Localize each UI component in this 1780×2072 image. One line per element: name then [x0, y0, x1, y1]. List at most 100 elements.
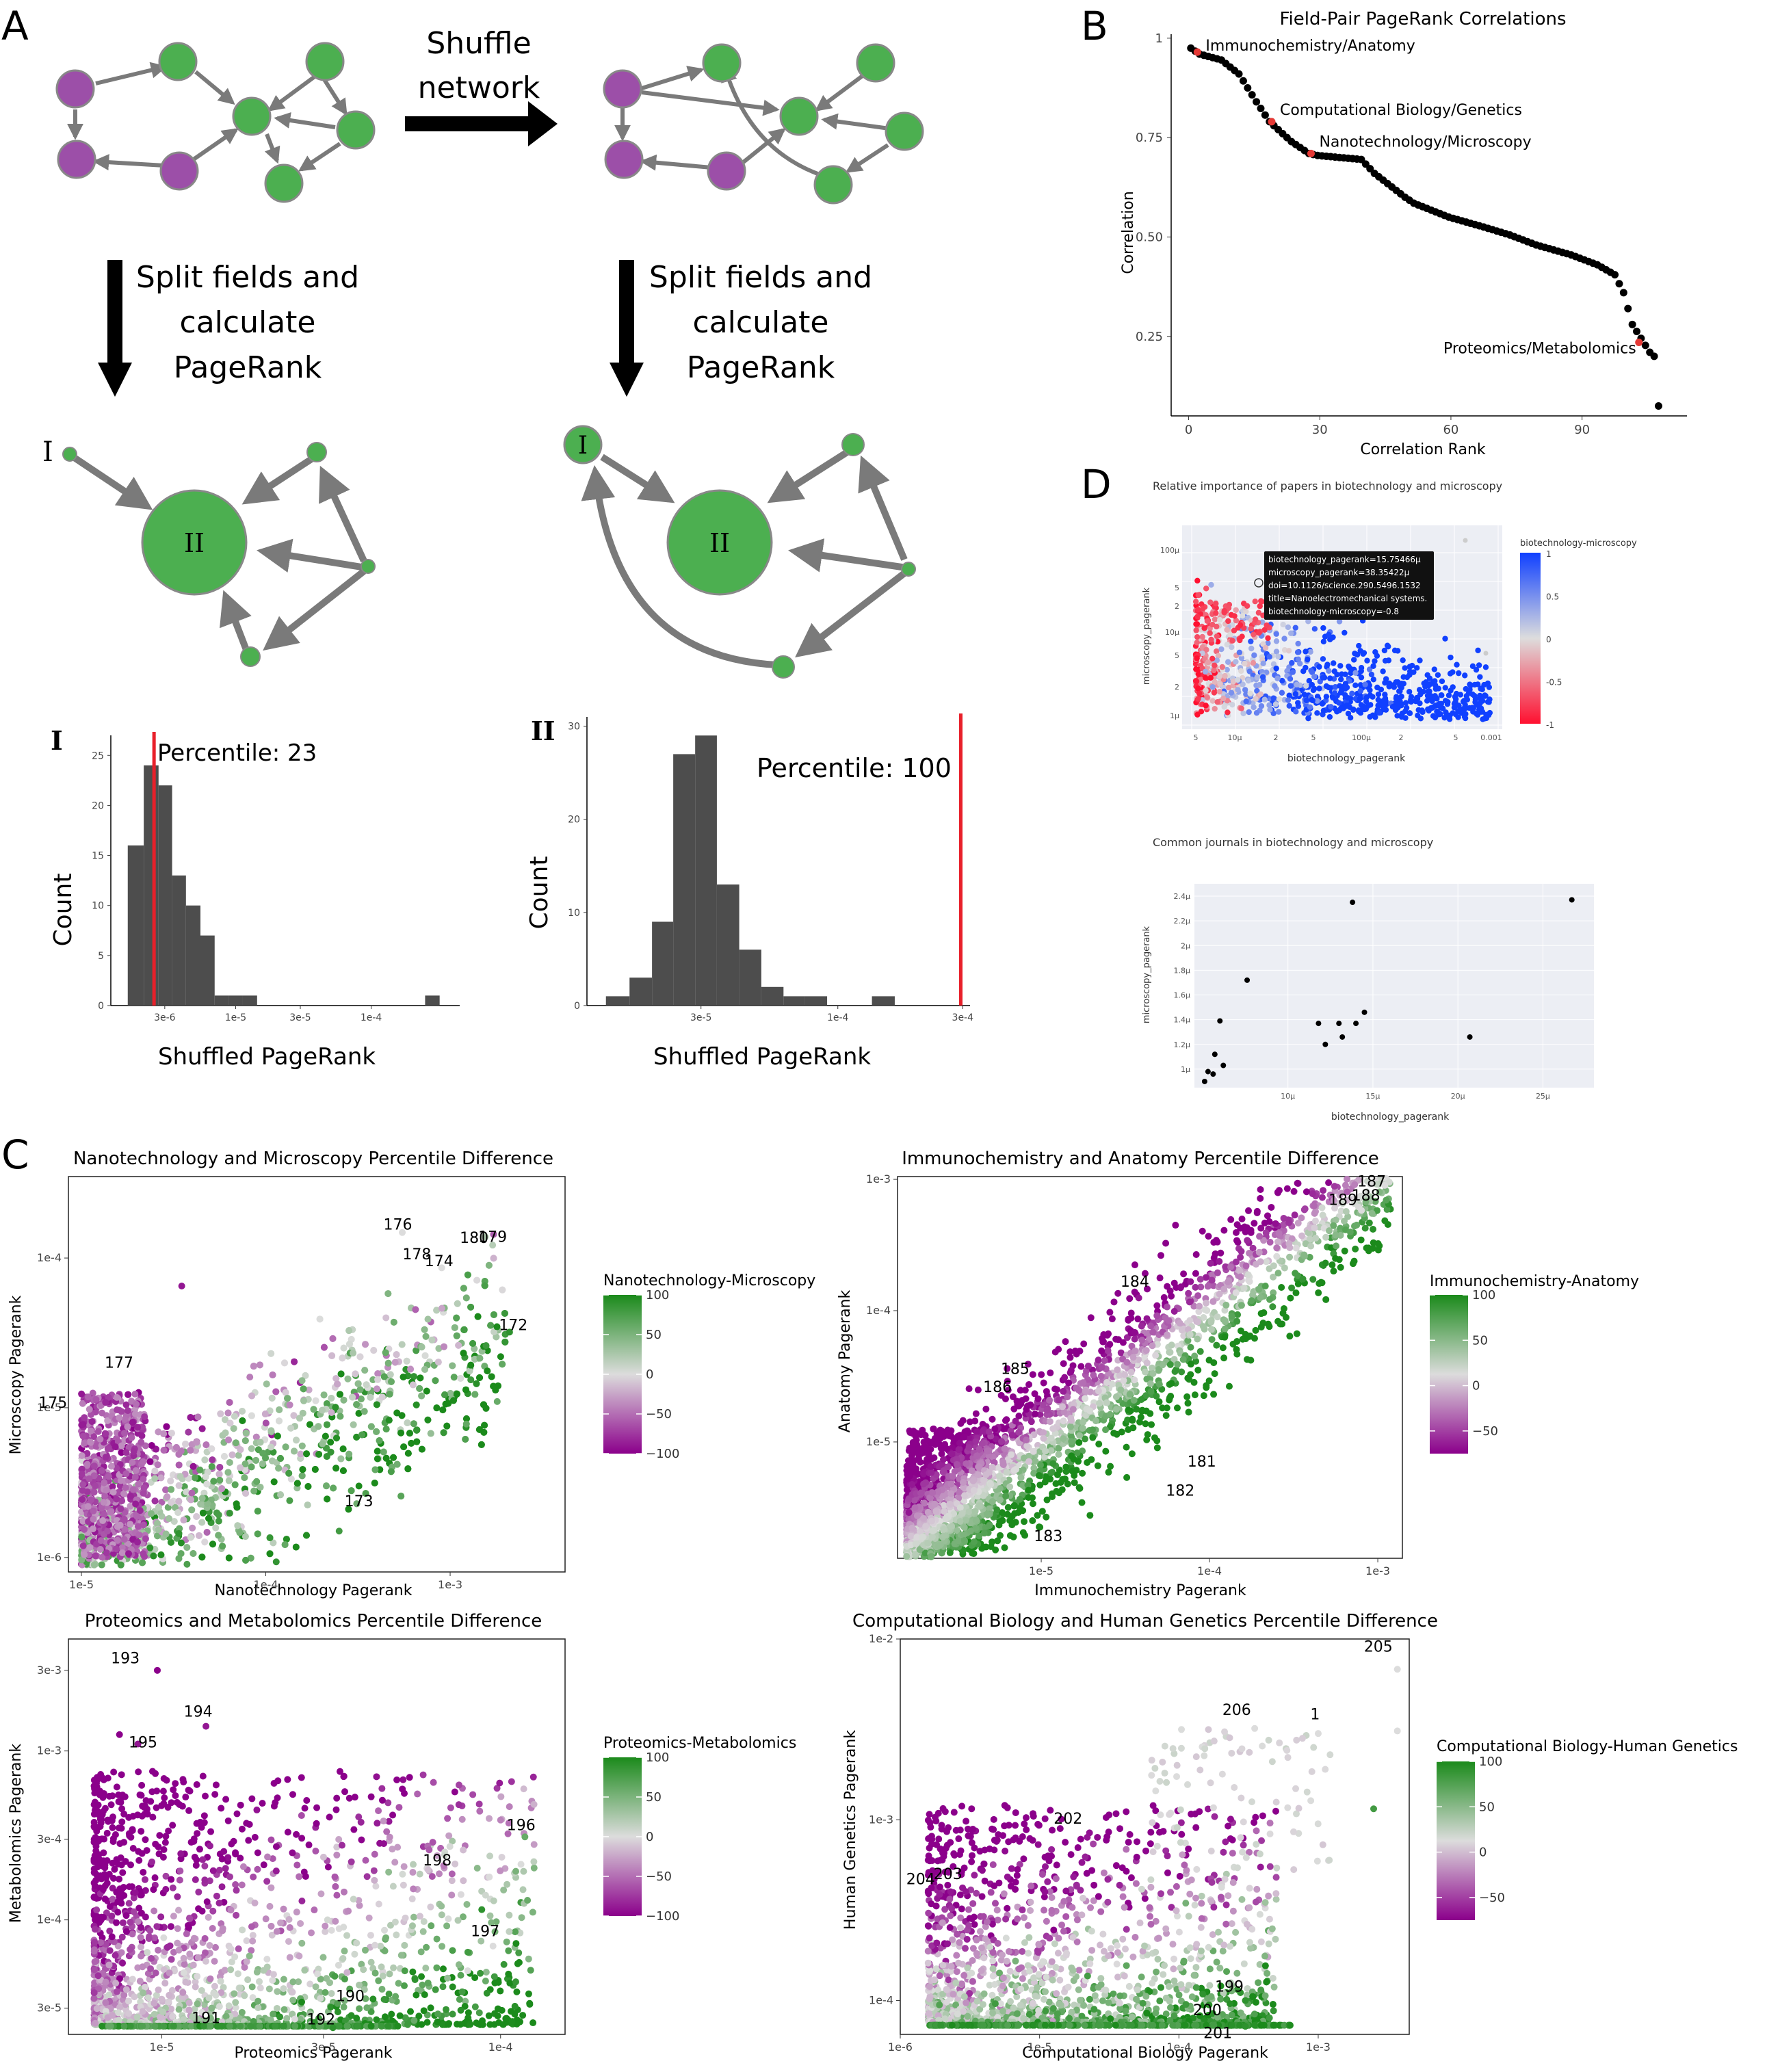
paper-point: [1295, 700, 1301, 706]
paper-point: [413, 1401, 420, 1408]
paper-point: [1452, 694, 1458, 700]
paper-point: [453, 1332, 460, 1339]
paper-point: [400, 1373, 407, 1380]
paper-point: [499, 1286, 506, 1294]
y-tick-label: 0.75: [1136, 131, 1163, 145]
paper-point: [208, 1445, 215, 1452]
paper-point: [1195, 607, 1201, 613]
paper-point: [1463, 711, 1469, 717]
edge: [95, 62, 168, 86]
paper-point: [490, 1382, 497, 1390]
paper-point: [1203, 674, 1209, 681]
paper-point: [487, 1322, 495, 1329]
paper-point: [1255, 609, 1262, 616]
paper-point: [225, 1436, 233, 1443]
paper-point: [371, 1466, 379, 1473]
paper-point: [454, 1300, 461, 1307]
paper-point: [1219, 664, 1225, 670]
paper-point: [175, 1461, 183, 1469]
paper-point: [335, 1527, 343, 1535]
paper-point: [1365, 703, 1371, 709]
paper-point: [293, 1480, 301, 1487]
paper-point: [155, 1526, 162, 1534]
paper-point: [1477, 674, 1483, 680]
paper-point: [490, 1311, 497, 1318]
paper-point: [1336, 700, 1342, 706]
purple-node: [707, 151, 746, 191]
paper-point: [232, 1439, 239, 1447]
paper-point: [1450, 684, 1456, 690]
paper-point: [1330, 634, 1336, 640]
paper-point: [269, 1371, 276, 1378]
paper-point: [131, 1390, 139, 1398]
paper-point: [1199, 633, 1205, 640]
paper-point: [376, 1437, 383, 1444]
paper-point: [1350, 657, 1357, 663]
paper-point: [473, 1276, 481, 1284]
paper-point: [1311, 685, 1318, 692]
paper-point: [1216, 673, 1222, 679]
split-label-left-1: Split fields and: [136, 260, 359, 295]
paper-point: [129, 1458, 136, 1466]
paper-point: [1436, 703, 1443, 709]
paper-point: [1334, 709, 1340, 715]
y-tick-label: 2: [1175, 602, 1179, 611]
highlighted-label: Immunochemistry/Anatomy: [1205, 38, 1415, 55]
paper-point: [1225, 659, 1231, 665]
paper-point: [1192, 599, 1199, 605]
histogram-bar: [144, 765, 159, 1006]
paper-point: [1257, 1310, 1265, 1317]
split-network-right: [563, 425, 916, 679]
paper-point: [413, 1426, 421, 1434]
paper-point: [163, 1423, 170, 1430]
paper-point: [982, 1405, 990, 1413]
paper-point: [139, 1559, 146, 1566]
point-label: 174: [425, 1253, 454, 1270]
paper-point: [474, 1313, 482, 1320]
paper-point: [203, 1528, 211, 1536]
y-tick-label: 0: [98, 1001, 104, 1012]
paper-point: [127, 1521, 134, 1528]
d2-title: Common journals in biotechnology and mic…: [1153, 836, 1433, 849]
histogram-bar: [172, 875, 186, 1006]
paper-point: [83, 1460, 91, 1468]
plot-background: [1194, 884, 1594, 1088]
paper-point: [1246, 709, 1252, 716]
paper-point: [241, 1474, 248, 1482]
paper-point: [1385, 643, 1391, 650]
y-tick-label: 1e-5: [37, 1401, 62, 1414]
y-tick-label: 2.4μ: [1174, 892, 1191, 901]
edge: [241, 454, 317, 505]
paper-point: [400, 1443, 408, 1451]
paper-point: [90, 1463, 98, 1470]
paper-point: [241, 1533, 249, 1540]
paper-point: [215, 1532, 222, 1539]
paper-point: [89, 1525, 96, 1532]
paper-point: [1029, 1500, 1036, 1508]
paper-point: [1246, 668, 1253, 674]
histogram-bar: [761, 986, 784, 1006]
paper-point: [1254, 674, 1260, 681]
tooltip-line: doi=10.1126/science.290.5496.1532: [1268, 581, 1421, 590]
paper-point: [276, 1406, 283, 1413]
paper-point: [1411, 669, 1417, 675]
paper-point: [1462, 715, 1469, 722]
paper-point: [1195, 696, 1201, 702]
paper-point: [112, 1545, 120, 1553]
paper-point: [276, 1491, 284, 1499]
colorbar-tick-label: 1: [1546, 549, 1552, 559]
journal-point: [1210, 1071, 1216, 1077]
paper-point: [1483, 651, 1489, 656]
paper-point: [374, 1455, 381, 1463]
tooltip-line: title=Nanoelectromechanical systems.: [1268, 594, 1427, 603]
paper-point: [1301, 692, 1307, 698]
paper-point: [1003, 1416, 1010, 1424]
paper-point: [1472, 699, 1478, 705]
d1-ylabel: microscopy_pagerank: [1142, 587, 1152, 685]
immuno-anatomy-chart: 1e-5 1e-4 1e-31e-51e-41e-3 1871891881841851…: [866, 1172, 1498, 1577]
paper-point: [1435, 709, 1442, 716]
paper-point: [208, 1463, 215, 1470]
paper-point: [195, 1532, 202, 1539]
paper-point: [1386, 680, 1393, 687]
paper-point: [1380, 668, 1386, 674]
